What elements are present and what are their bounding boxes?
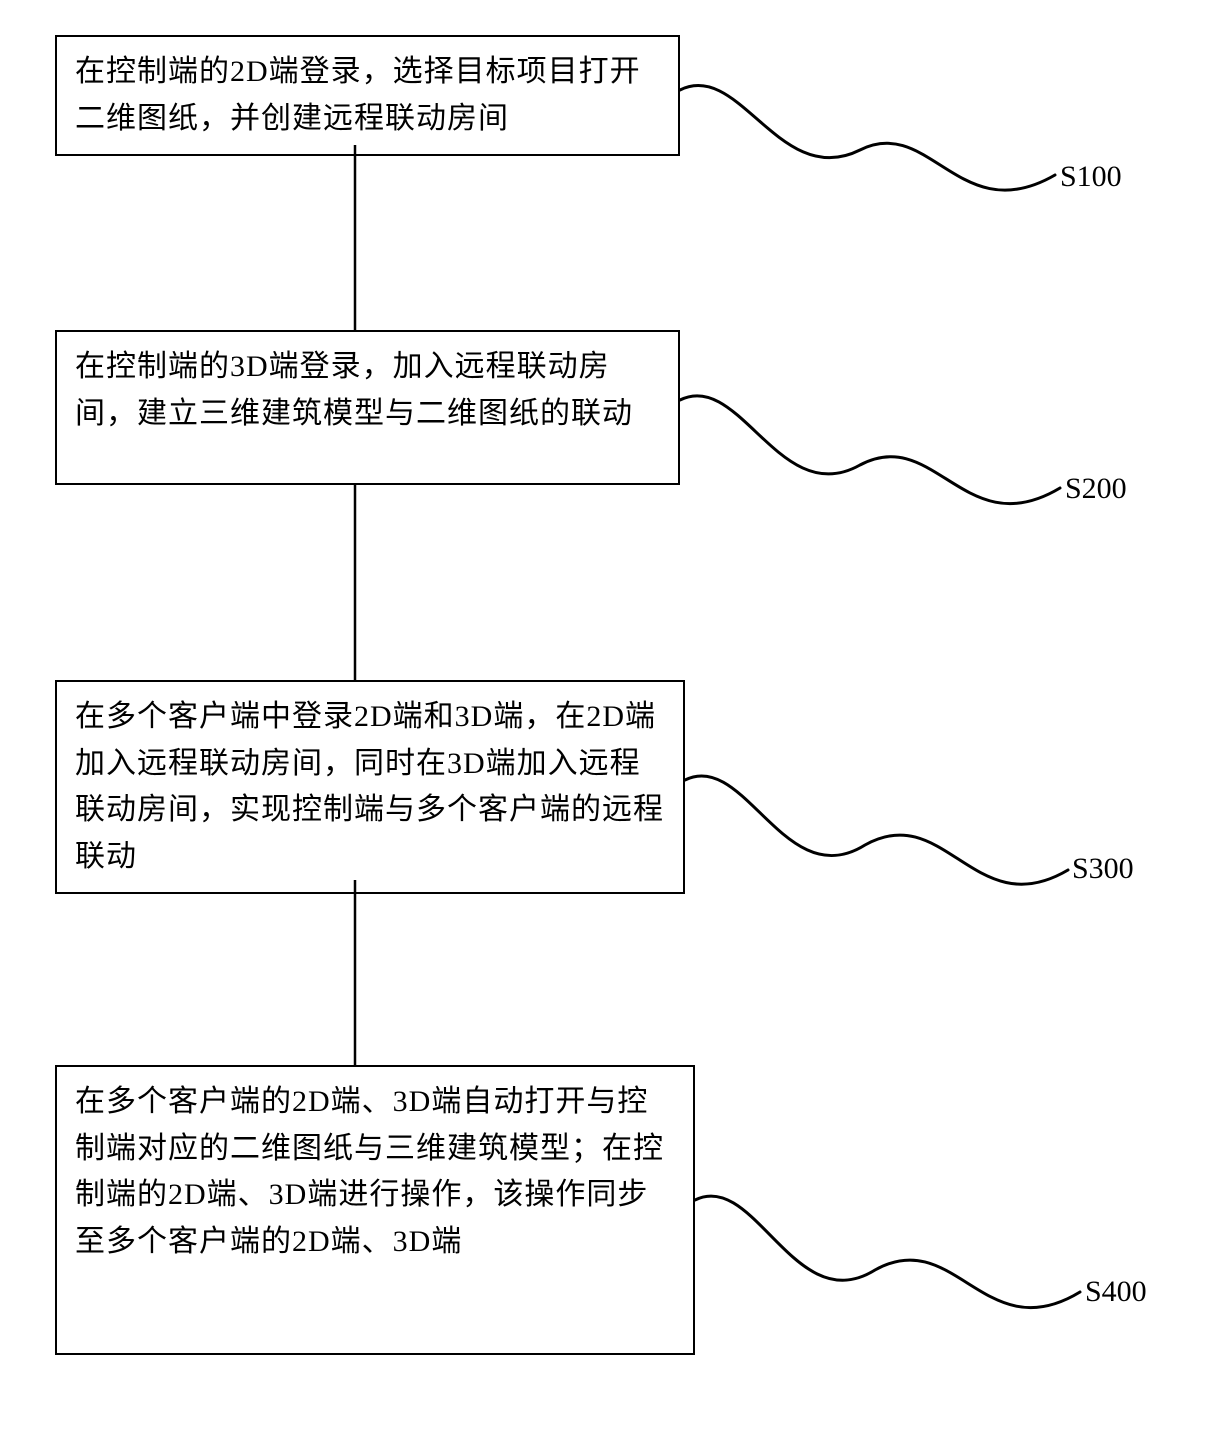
leader-curve: [685, 776, 1068, 884]
step-label-text: S100: [1060, 160, 1122, 193]
flowchart-node-s400: 在多个客户端的2D端、3D端自动打开与控制端对应的二维图纸与三维建筑模型；在控制…: [55, 1065, 695, 1355]
flowchart-node-s100: 在控制端的2D端登录，选择目标项目打开二维图纸，并创建远程联动房间: [55, 35, 680, 156]
leader-curve: [680, 396, 1060, 504]
step-label-text: S400: [1085, 1275, 1147, 1308]
flowchart-node-text: 在多个客户端的2D端、3D端自动打开与控制端对应的二维图纸与三维建筑模型；在控制…: [75, 1085, 664, 1258]
flowchart-node-text: 在控制端的2D端登录，选择目标项目打开二维图纸，并创建远程联动房间: [75, 55, 641, 135]
leader-curve: [695, 1196, 1080, 1308]
flowchart-node-text: 在控制端的3D端登录，加入远程联动房间，建立三维建筑模型与二维图纸的联动: [75, 350, 633, 430]
step-label-text: S200: [1065, 472, 1127, 505]
step-label-s300: S300: [1072, 852, 1134, 886]
step-label-text: S300: [1072, 852, 1134, 885]
flowchart-node-s300: 在多个客户端中登录2D端和3D端，在2D端加入远程联动房间，同时在3D端加入远程…: [55, 680, 685, 894]
flowchart-node-text: 在多个客户端中登录2D端和3D端，在2D端加入远程联动房间，同时在3D端加入远程…: [75, 700, 664, 873]
step-label-s400: S400: [1085, 1275, 1147, 1309]
flowchart-node-s200: 在控制端的3D端登录，加入远程联动房间，建立三维建筑模型与二维图纸的联动: [55, 330, 680, 485]
step-label-s100: S100: [1060, 160, 1122, 194]
step-label-s200: S200: [1065, 472, 1127, 506]
leader-curve: [680, 85, 1055, 190]
